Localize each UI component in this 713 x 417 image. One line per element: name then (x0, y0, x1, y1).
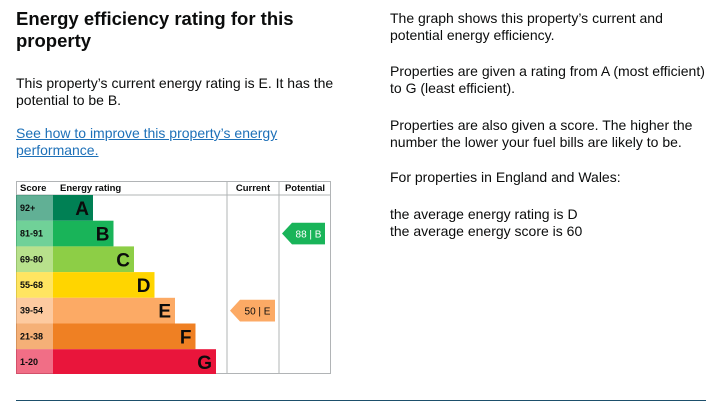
average-score: the average energy score is 60 (390, 223, 583, 239)
graph-description: The graph shows this property’s current … (390, 10, 663, 43)
band-bar-e (53, 297, 175, 324)
band-bar-f (53, 323, 196, 350)
band-bar-a (53, 195, 93, 221)
epc-chart-svg: Score Energy rating Current Potential 92+ A 81… (16, 181, 331, 374)
band-letter-d: D (137, 276, 151, 297)
band-range-b: 81-91 (20, 229, 43, 239)
page-title: Energy efficiency rating for this proper… (16, 8, 294, 51)
band-score-cell-a (16, 195, 53, 221)
band-letter-b: B (96, 225, 110, 246)
band-score-cell-b (16, 220, 53, 247)
current-header: Current (236, 183, 271, 194)
band-range-e: 39-54 (20, 306, 43, 316)
band-range-d: 55-68 (20, 280, 43, 290)
band-bar-c (53, 246, 134, 273)
band-score-cell-e (16, 297, 53, 324)
improve-energy-link[interactable]: See how to improve this property’s energ… (16, 125, 278, 158)
band-score-cell-g (16, 349, 53, 374)
band-letter-c: C (116, 250, 130, 271)
current-rating-arrow (230, 299, 275, 322)
band-letter-g: G (197, 353, 212, 374)
band-range-f: 21-38 (20, 331, 43, 341)
band-score-cell-d (16, 272, 53, 298)
current-rating-text: This property’s current energy rating is… (16, 75, 334, 108)
rating-summary: Energy efficiency rating for this proper… (16, 8, 346, 158)
rating-description: Properties are given a rating from A (mo… (390, 63, 705, 96)
region-intro: For properties in England and Wales: (390, 169, 621, 185)
score-header: Score (20, 183, 46, 194)
potential-rating-label: 88 | B (296, 230, 322, 241)
average-rating: the average energy rating is D (390, 206, 578, 222)
band-bar-b (53, 220, 114, 247)
band-range-g: 1-20 (20, 357, 38, 367)
current-rating-label: 50 | E (245, 307, 271, 318)
score-description: Properties are also given a score. The h… (390, 117, 693, 150)
potential-header: Potential (285, 183, 325, 194)
band-letter-a: A (75, 199, 89, 220)
band-range-c: 69-80 (20, 254, 43, 264)
band-letter-f: F (180, 327, 192, 348)
band-score-cell-f (16, 323, 53, 350)
section-divider (16, 400, 706, 401)
band-bar-g (53, 349, 216, 374)
band-score-cell-c (16, 246, 53, 273)
band-letter-e: E (158, 302, 171, 323)
energy-rating-header: Energy rating (60, 183, 121, 194)
potential-rating-arrow (282, 222, 325, 245)
band-range-a: 92+ (20, 203, 35, 213)
epc-chart: Score Energy rating Current Potential 92+ A 81… (16, 181, 331, 374)
band-bar-d (53, 272, 155, 298)
